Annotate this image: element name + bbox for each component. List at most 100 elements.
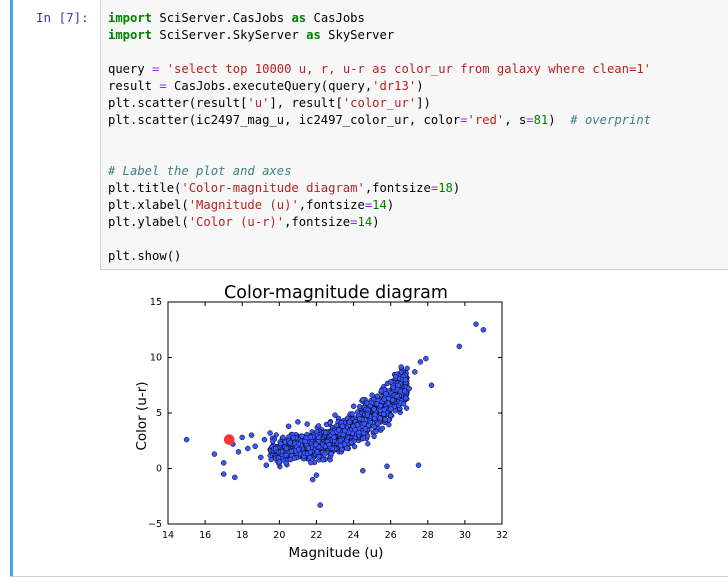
x-tick-label: 18	[236, 530, 248, 541]
data-point	[373, 428, 379, 435]
data-point	[322, 451, 328, 457]
data-point	[412, 369, 418, 375]
data-point	[278, 441, 284, 447]
code-token: ,fontsize	[364, 181, 431, 195]
data-point	[381, 396, 387, 402]
data-point	[258, 454, 264, 461]
data-point	[307, 434, 314, 440]
code-line: plt.show()	[108, 248, 651, 265]
x-tick-label: 22	[310, 530, 322, 541]
code-token: plt.title(	[108, 181, 182, 195]
data-point	[350, 403, 357, 410]
cell-selection-bar	[10, 0, 13, 577]
code-editor[interactable]: import SciServer.CasJobs as CasJobs impor…	[108, 10, 651, 265]
data-point	[245, 445, 251, 452]
data-point	[316, 423, 322, 429]
data-point	[349, 411, 355, 417]
code-token: 'dr13'	[372, 79, 417, 93]
data-point	[385, 395, 392, 402]
code-token: , s	[504, 113, 527, 127]
code-line	[108, 146, 651, 163]
data-point	[357, 415, 363, 422]
code-token: )	[416, 79, 424, 93]
data-point	[397, 388, 404, 395]
code-token: plt.ylabel(	[108, 215, 189, 229]
data-point	[340, 431, 346, 438]
data-point	[283, 460, 289, 466]
code-token: 18	[438, 181, 453, 195]
data-point	[400, 401, 407, 407]
code-line: plt.scatter(result['u'], result['color_u…	[108, 95, 651, 112]
code-token: 81	[533, 113, 549, 127]
data-point	[183, 436, 190, 443]
data-point	[398, 364, 404, 370]
code-token: 14	[372, 198, 387, 212]
code-token: import	[108, 11, 153, 25]
data-point	[326, 441, 332, 448]
data-point	[371, 406, 377, 412]
code-line: import SciServer.SkyServer as SkyServer	[108, 27, 651, 44]
data-point	[360, 467, 366, 474]
data-point	[354, 422, 361, 428]
data-point	[344, 445, 350, 451]
data-point	[403, 395, 409, 401]
x-tick-label: 16	[199, 530, 211, 541]
data-point	[272, 445, 279, 452]
data-point	[320, 457, 326, 463]
code-token: query	[108, 62, 153, 76]
x-tick-label: 14	[162, 530, 174, 541]
code-token: CasJobs.executeQuery(query,	[166, 79, 373, 93]
data-point	[381, 407, 387, 413]
data-point	[378, 388, 385, 394]
code-line: # Label the plot and axes	[108, 163, 651, 180]
data-point	[263, 462, 270, 468]
code-token: ,fontsize	[298, 198, 365, 212]
data-point	[371, 433, 377, 440]
code-token: =	[526, 113, 534, 127]
code-line: plt.xlabel('Magnitude (u)',fontsize=14)	[108, 197, 651, 214]
code-line: import SciServer.CasJobs as CasJobs	[108, 10, 651, 27]
code-line: plt.title('Color-magnitude diagram',font…	[108, 180, 651, 197]
code-token: result	[108, 79, 160, 93]
data-point	[302, 438, 308, 445]
code-token: as	[306, 28, 321, 42]
data-point	[220, 471, 227, 477]
code-token: =	[159, 79, 167, 93]
x-tick-label: 20	[273, 530, 285, 541]
data-point	[305, 445, 312, 451]
code-token: 'color_ur'	[342, 96, 417, 110]
cell-divider	[10, 576, 728, 577]
data-point	[283, 452, 289, 458]
code-line	[108, 129, 651, 146]
data-point	[406, 385, 412, 392]
x-tick-label: 32	[496, 530, 508, 541]
code-input-area[interactable]: import SciServer.CasJobs as CasJobs impor…	[100, 0, 728, 270]
code-token: ], result[	[269, 96, 343, 110]
code-token: 'select top 10000 u, r, u-r as color_ur …	[166, 62, 651, 76]
code-line: plt.ylabel('Color (u-r)',fontsize=14)	[108, 214, 651, 231]
data-point	[383, 391, 389, 397]
data-point	[313, 472, 320, 478]
data-point	[473, 321, 479, 327]
code-token: 'Magnitude (u)'	[188, 198, 299, 212]
data-point	[285, 423, 292, 430]
data-point	[375, 421, 381, 427]
data-point	[387, 379, 394, 385]
data-point	[365, 441, 371, 447]
y-tick-label: 15	[150, 297, 162, 308]
data-point	[388, 406, 394, 412]
data-point	[372, 415, 378, 422]
code-token: ])	[416, 96, 431, 110]
data-point	[280, 434, 286, 441]
code-token: =	[152, 62, 160, 76]
data-point	[316, 454, 322, 460]
output-area: Color-magnitude diagram Magnitude (u) Co…	[100, 272, 728, 572]
data-point	[220, 460, 227, 466]
data-point	[361, 421, 367, 427]
data-point	[309, 476, 316, 483]
data-point	[317, 502, 323, 508]
data-point	[384, 463, 390, 470]
code-token	[159, 62, 166, 76]
x-tick-label: 30	[459, 530, 471, 541]
data-point	[352, 427, 358, 433]
